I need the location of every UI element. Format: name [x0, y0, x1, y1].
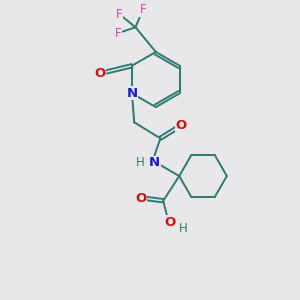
Text: O: O [164, 216, 175, 229]
Text: O: O [94, 67, 106, 80]
Text: F: F [115, 27, 122, 40]
Text: F: F [140, 3, 146, 16]
Text: F: F [116, 8, 123, 21]
Text: H: H [179, 222, 188, 236]
Text: H: H [136, 157, 145, 169]
Text: O: O [176, 119, 187, 132]
Text: N: N [149, 157, 160, 169]
Text: N: N [126, 87, 137, 100]
Text: O: O [135, 192, 146, 205]
